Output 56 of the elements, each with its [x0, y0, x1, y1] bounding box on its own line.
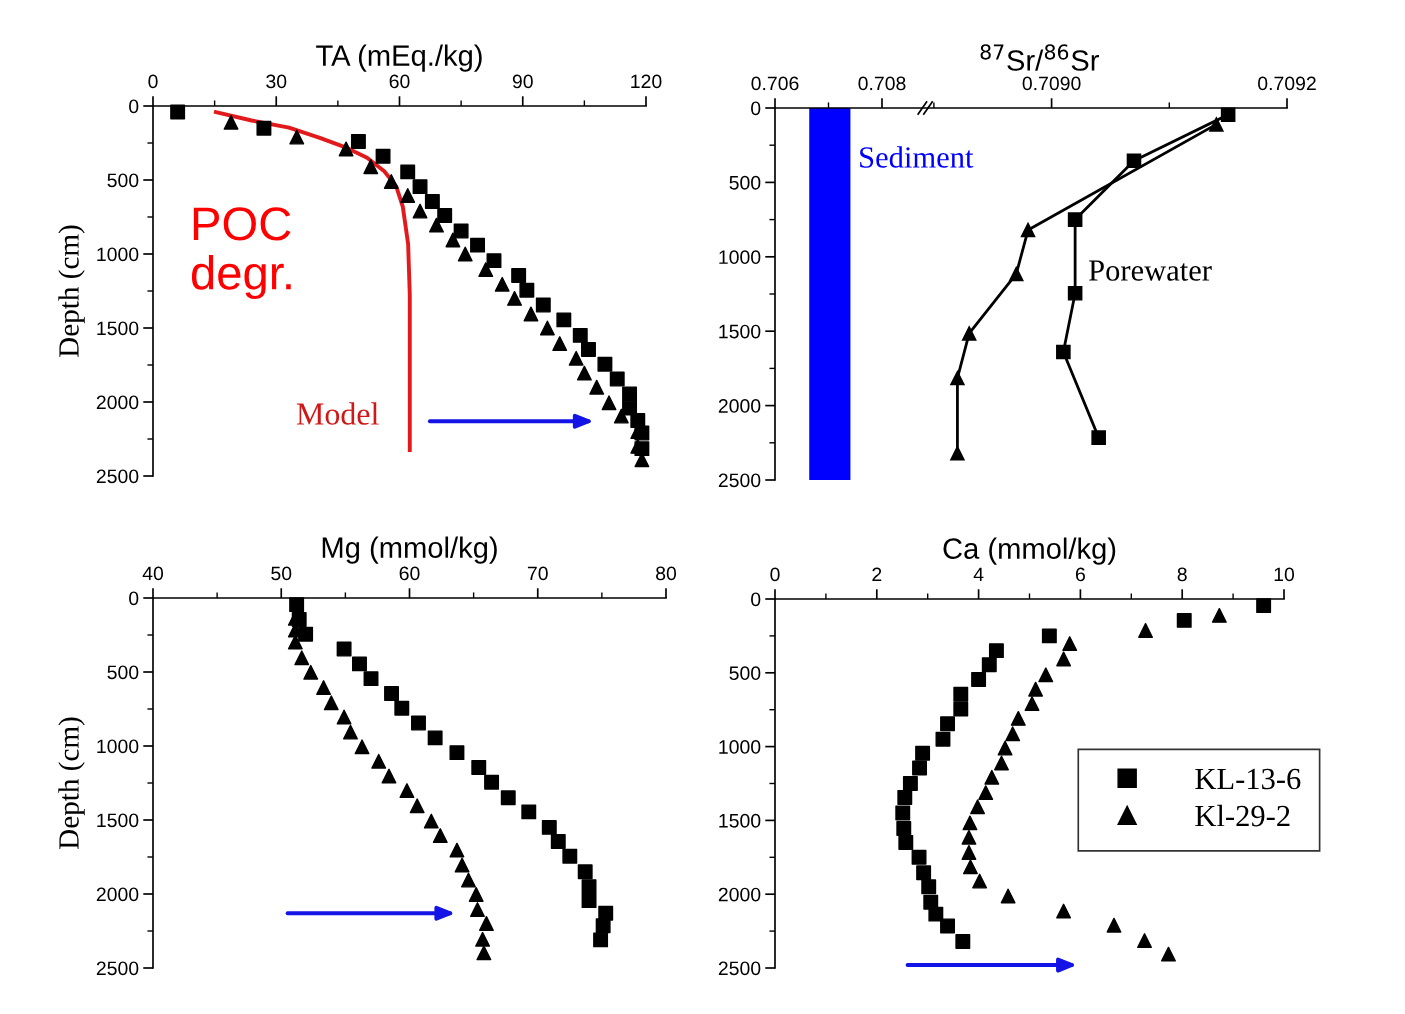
y-tick-label: 2500	[718, 961, 761, 976]
y-tick-label: 1000	[97, 739, 139, 754]
y-tick-label: 500	[729, 666, 761, 681]
x-tick-label: 8	[1177, 567, 1187, 582]
y-tick-label: 2500	[96, 469, 139, 484]
x-tick-label: 30	[266, 74, 287, 89]
y-tick-label: 2500	[96, 961, 139, 976]
x-axis-title: TA (mEq./kg)	[316, 44, 482, 72]
y-tick-label: 1500	[97, 321, 139, 336]
x-tick-label: 60	[399, 566, 420, 581]
y-tick-label: 1500	[719, 813, 761, 828]
x-axis-title: Ca (mmol/kg)	[943, 537, 1116, 565]
y-tick-label: 0	[129, 591, 139, 606]
y-tick-label: 1500	[97, 813, 139, 828]
x-tick-label: 0.708	[858, 76, 906, 91]
x-tick-label: 4	[973, 567, 984, 582]
y-tick-label: 1000	[97, 247, 139, 262]
x-tick-label: 0	[770, 567, 780, 582]
x-tick-label: 0.7090	[1022, 76, 1081, 91]
y-tick-label: 1000	[719, 250, 761, 265]
x-tick-label: 80	[656, 566, 677, 581]
y-tick-label: 0	[751, 101, 761, 116]
y-tick-label: 2000	[718, 399, 761, 413]
x-tick-label: 0.7092	[1258, 76, 1316, 91]
x-tick-label: 50	[271, 566, 292, 581]
y-tick-label: 2000	[96, 887, 139, 902]
annotation: Model	[296, 402, 379, 425]
x-tick-label: 60	[389, 74, 410, 89]
x-tick-label: 90	[512, 74, 533, 89]
y-tick-label: 0	[751, 592, 761, 607]
y-tick-label: 0	[129, 99, 139, 114]
legend-label: KL-13-6	[1195, 768, 1301, 790]
y-axis-title: Depth (cm)	[58, 225, 85, 357]
band-label: Sediment	[860, 146, 974, 168]
y-tick-label: 2500	[718, 473, 761, 488]
annotation: Porewater	[1088, 260, 1212, 281]
x-tick-label: 120	[631, 74, 662, 89]
y-tick-label: 500	[729, 175, 761, 190]
y-tick-label: 500	[107, 173, 139, 188]
x-tick-label: 70	[527, 566, 548, 581]
x-tick-label: 2	[872, 567, 882, 582]
y-axis-title: Depth (cm)	[58, 717, 85, 849]
x-tick-label: 6	[1075, 567, 1085, 582]
y-tick-label: 2000	[718, 887, 761, 902]
x-tick-label: 10	[1274, 567, 1295, 582]
y-tick-label: 1000	[719, 740, 761, 754]
annotation: POC degr.	[191, 207, 291, 300]
x-axis-title: Mg (mmol/kg)	[322, 536, 497, 564]
x-tick-label: 0.706	[751, 76, 799, 91]
y-tick-label: 2000	[96, 395, 139, 410]
x-tick-label: 40	[142, 566, 164, 581]
y-tick-label: 500	[107, 665, 139, 680]
x-axis-title: $^{87}$Sr/$^{86}$Sr	[980, 44, 1099, 71]
x-tick-label: 0	[148, 74, 158, 89]
y-tick-label: 1500	[719, 324, 761, 339]
legend-label: Kl-29-2	[1195, 804, 1290, 827]
